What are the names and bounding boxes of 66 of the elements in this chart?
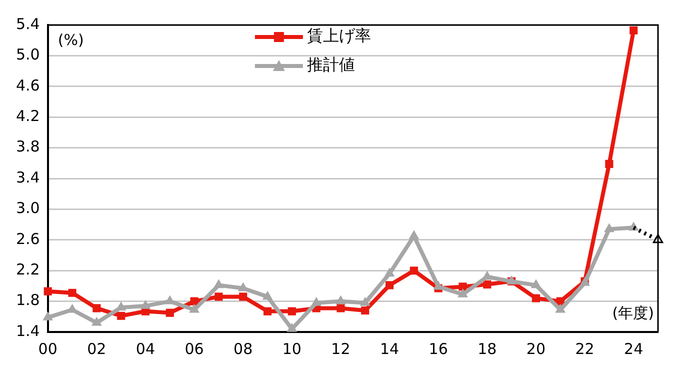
x-tick-label: 10: [282, 340, 302, 358]
point: [311, 297, 322, 306]
point: [117, 312, 126, 320]
point: [458, 288, 468, 298]
point: [116, 302, 126, 310]
y-tick-label: 3.8: [16, 138, 40, 156]
point: [43, 312, 53, 320]
point: [531, 280, 541, 288]
x-tick-label: 22: [575, 340, 594, 358]
point: [214, 280, 224, 288]
point: [92, 317, 102, 326]
point: [604, 224, 614, 232]
point: [556, 304, 566, 313]
x-tick-label: 20: [526, 340, 546, 358]
x-tick-label: 12: [331, 340, 350, 358]
y-tick-label: 2.6: [16, 230, 40, 248]
point: [189, 304, 200, 313]
y-tick-label: 1.8: [16, 291, 40, 310]
point: [214, 292, 223, 301]
point: [263, 307, 272, 316]
point: [166, 308, 174, 317]
y-tick-label: 3.4: [16, 168, 40, 186]
point: [44, 287, 52, 296]
y-tick-label: 5.0: [16, 46, 40, 64]
point: [630, 26, 638, 34]
x-tick-label: 18: [478, 340, 497, 358]
point: [336, 304, 345, 312]
x-tick-label: 04: [136, 340, 156, 358]
y-tick-label: 1.4: [16, 322, 40, 340]
point: [483, 280, 492, 288]
point: [140, 300, 150, 309]
y-tick-label: 2.2: [16, 260, 40, 278]
point: [605, 160, 614, 168]
x-tick-label: 00: [38, 340, 58, 358]
point: [68, 288, 76, 297]
point: [336, 296, 346, 304]
point: [288, 307, 296, 316]
x-tick-label: 02: [87, 340, 106, 358]
legend-label: 推計値: [306, 55, 355, 74]
point: [92, 304, 101, 312]
y-tick-label: 5.4: [16, 14, 40, 33]
annotation: (年度): [612, 304, 654, 322]
x-tick-label: 06: [184, 340, 204, 358]
point: [262, 291, 272, 300]
y-tick-label: 4.6: [16, 76, 40, 94]
legend-label: 賃上げ率: [306, 26, 371, 46]
point: [190, 297, 198, 306]
point: [409, 230, 419, 240]
x-tick-label: 14: [380, 340, 400, 358]
point: [482, 271, 492, 280]
point: [360, 297, 370, 306]
y-tick-label: 3.0: [16, 199, 40, 218]
x-tick-label: 08: [234, 340, 253, 358]
point: [532, 294, 540, 302]
x-tick-label: 24: [624, 340, 644, 358]
x-tick-label: 16: [428, 340, 448, 358]
y-tick-label: 4.2: [16, 106, 40, 125]
annotation: (%): [58, 30, 84, 49]
point: [458, 282, 467, 291]
point: [361, 306, 370, 315]
point: [384, 268, 394, 277]
point: [386, 281, 394, 290]
point: [287, 323, 297, 332]
point: [434, 281, 444, 290]
point: [239, 292, 248, 301]
point: [410, 266, 418, 275]
